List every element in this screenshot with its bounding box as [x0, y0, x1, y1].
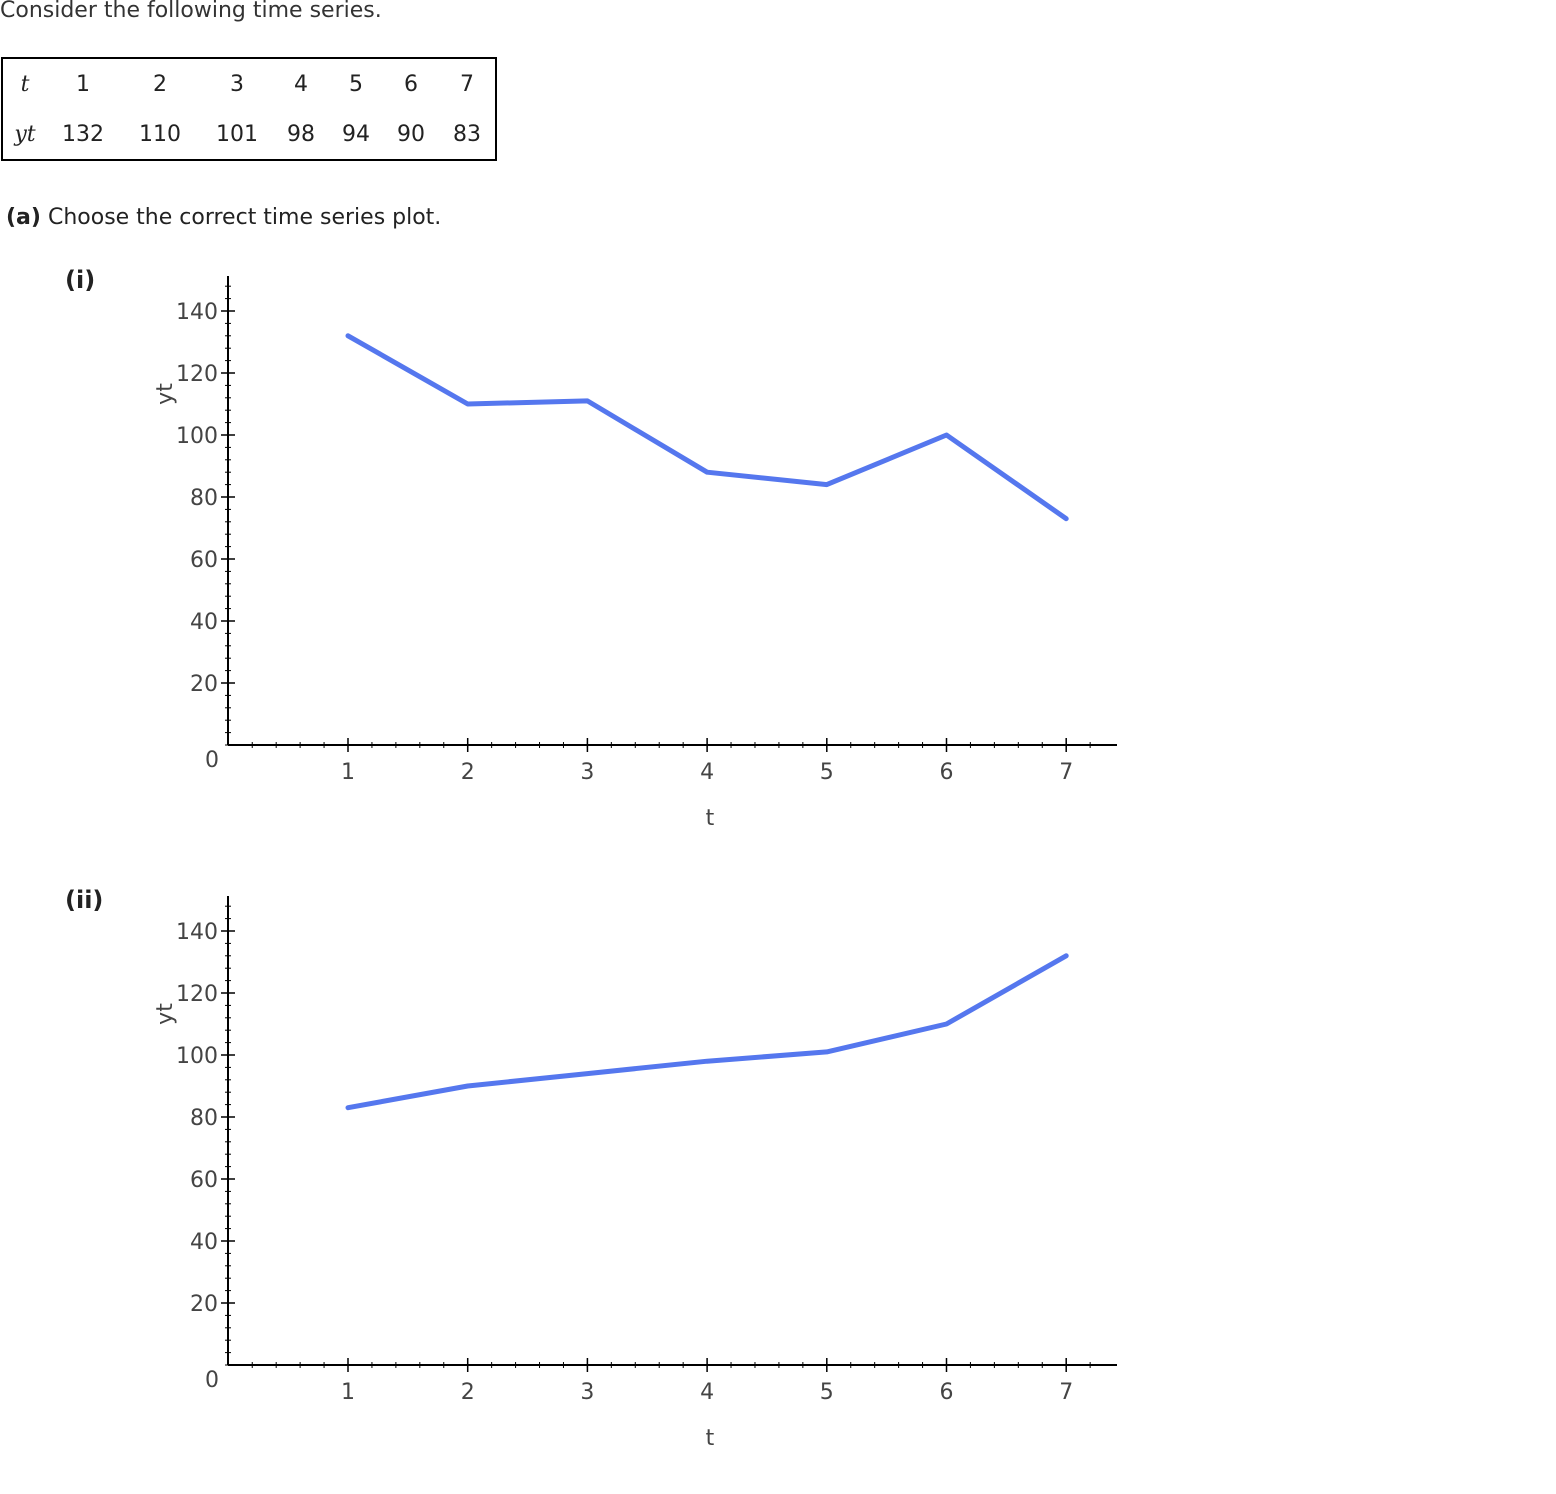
y-tick-label: 40 — [190, 610, 218, 635]
time-series-plot-i[interactable]: 0 20 40 60 80 100 120 140 1 2 3 4 5 6 7 t yt — [0, 0, 1200, 840]
y-axis-label: yt — [153, 383, 178, 405]
table-row-t: t 1 2 3 4 5 6 7 — [2, 58, 496, 109]
y-tick-label: 60 — [190, 548, 218, 573]
x-tick-label: 6 — [940, 1380, 954, 1405]
y-tick-label: 0 — [205, 748, 219, 773]
y-tick-label: 140 — [176, 920, 218, 945]
series-line — [345, 953, 1069, 1111]
table-cell: 4 — [294, 71, 308, 97]
x-tick-label: 5 — [820, 1380, 834, 1405]
table-cell: 2 — [153, 71, 167, 97]
x-tick-label: 4 — [700, 1380, 714, 1405]
x-tick-label: 7 — [1059, 760, 1073, 785]
y-tick-label: 100 — [176, 1044, 218, 1069]
row-label-t: t — [20, 71, 30, 97]
x-tick-label: 2 — [461, 760, 475, 785]
option-label-i[interactable]: (i) — [65, 266, 96, 294]
y-tick-label: 120 — [176, 982, 218, 1007]
question-a: (a) Choose the correct time series plot. — [6, 205, 441, 230]
y-tick-label: 80 — [190, 1106, 218, 1131]
y-tick-label: 20 — [190, 1292, 218, 1317]
time-series-table: t 1 2 3 4 5 6 7 yt 132 110 101 98 94 90 … — [1, 57, 497, 161]
y-tick-label: 0 — [205, 1368, 219, 1393]
y-tick-label: 20 — [190, 672, 218, 697]
y-tick-label: 140 — [176, 300, 218, 325]
table-cell: 3 — [230, 71, 244, 97]
option-label-ii[interactable]: (ii) — [65, 886, 104, 914]
part-label: (a) — [6, 205, 41, 230]
y-tick-label: 40 — [190, 1230, 218, 1255]
series-line — [345, 333, 1069, 522]
x-tick-label: 5 — [820, 760, 834, 785]
table-cell: 110 — [139, 121, 181, 147]
x-axis-label: t — [706, 806, 715, 831]
x-tick-label: 6 — [940, 760, 954, 785]
x-tick-label: 1 — [341, 760, 355, 785]
x-tick-label: 4 — [700, 760, 714, 785]
x-axis-label: t — [706, 1426, 715, 1451]
x-tick-label: 7 — [1059, 1380, 1073, 1405]
table-cell: 5 — [349, 71, 363, 97]
table-cell: 90 — [397, 121, 425, 147]
table-cell: 94 — [342, 121, 370, 147]
y-tick-label: 60 — [190, 1168, 218, 1193]
table-cell: 132 — [62, 121, 104, 147]
table-cell: 7 — [460, 71, 474, 97]
y-tick-label: 100 — [176, 424, 218, 449]
table-cell: 1 — [76, 71, 90, 97]
x-tick-label: 2 — [461, 1380, 475, 1405]
y-tick-label: 120 — [176, 362, 218, 387]
table-cell: 101 — [216, 121, 258, 147]
intro-text: Consider the following time series. — [0, 0, 382, 23]
row-label-y: yt — [14, 121, 36, 147]
y-tick-label: 80 — [190, 486, 218, 511]
y-axis-label: yt — [153, 1003, 178, 1025]
table-cell: 98 — [287, 121, 315, 147]
question-text: Choose the correct time series plot. — [47, 205, 442, 230]
table-row-y: yt 132 110 101 98 94 90 83 — [2, 109, 496, 160]
x-tick-label: 1 — [341, 1380, 355, 1405]
table-cell: 6 — [404, 71, 418, 97]
x-tick-label: 3 — [580, 760, 594, 785]
table-cell: 83 — [453, 121, 481, 147]
x-tick-label: 3 — [580, 1380, 594, 1405]
